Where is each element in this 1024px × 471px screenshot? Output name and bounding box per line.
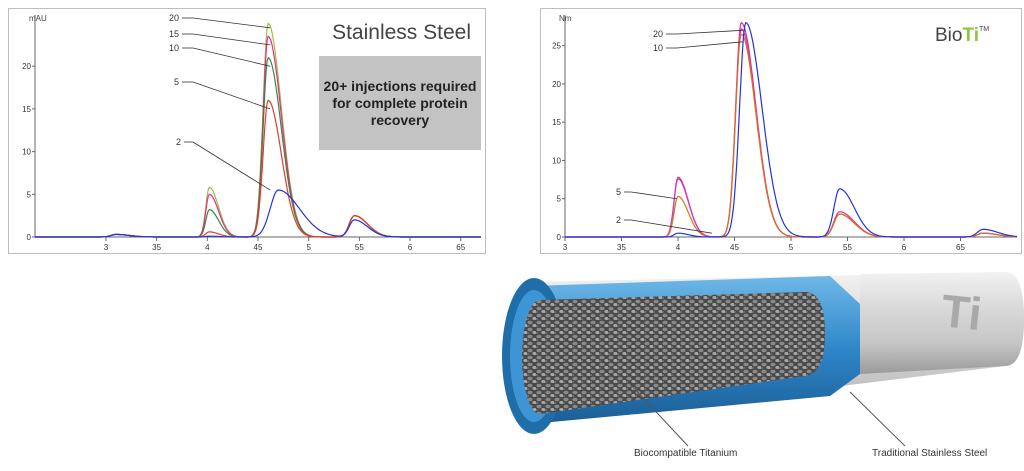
steel-label: Traditional Stainless Steel <box>872 448 987 459</box>
titanium-leader-line <box>629 383 689 447</box>
injection-label: 10 <box>169 43 179 53</box>
injection-label: 20 <box>653 29 663 39</box>
series-line-5 <box>565 33 1017 238</box>
y-tick-label: 10 <box>22 148 31 157</box>
stainless-steel-y-unit: mAU <box>29 14 47 23</box>
bioti-injection-labels: 20 10 5 2 <box>616 29 743 234</box>
packed-bed <box>540 292 825 414</box>
stainless-steel-injection-labels: 20 15 10 5 2 <box>169 13 271 191</box>
leader-line <box>192 81 271 110</box>
x-tick-label: 4 <box>676 243 681 252</box>
leader-line <box>192 17 271 29</box>
bioti-title: BioTiTM <box>935 25 989 46</box>
y-tick-label: 20 <box>552 80 561 89</box>
leader-line <box>192 47 271 67</box>
series-line-20 <box>565 21 1017 238</box>
injection-label: 2 <box>176 137 181 147</box>
stainless-steel-series <box>35 22 481 238</box>
y-tick-label: 0 <box>557 233 562 242</box>
bioti-trademark: TM <box>979 26 989 33</box>
x-tick-label: 35 <box>152 243 161 252</box>
x-tick-label: 5 <box>306 243 311 252</box>
leader-line <box>676 29 743 35</box>
injection-label: 20 <box>169 13 179 23</box>
y-tick-label: 25 <box>552 42 561 51</box>
x-tick-label: 55 <box>355 243 364 252</box>
injection-label: 2 <box>616 215 621 225</box>
y-tick-label: 15 <box>22 105 31 114</box>
bioti-series <box>565 21 1018 238</box>
leader-line <box>630 191 677 200</box>
series-line-2 <box>565 21 1018 238</box>
injection-label: 10 <box>653 43 663 53</box>
y-tick-label: 15 <box>552 118 561 127</box>
x-tick-label: 6 <box>902 243 907 252</box>
ti-end-mark: Ti <box>939 284 984 340</box>
leader-line <box>676 41 743 49</box>
bioti-y-unit: Nm <box>559 14 572 23</box>
x-tick-label: 35 <box>617 243 626 252</box>
x-tick-label: 6 <box>408 243 413 252</box>
x-tick-label: 45 <box>254 243 263 252</box>
injection-label: 15 <box>169 29 179 39</box>
steel-leader-line <box>849 391 906 447</box>
series-line-10 <box>565 28 1017 238</box>
bioti-title-main: Bio <box>935 25 962 46</box>
y-tick-label: 5 <box>27 190 32 199</box>
x-tick-label: 65 <box>956 243 965 252</box>
column-cutaway-illustration: Ti Biocompatible Titanium Traditional St… <box>500 264 1024 466</box>
injection-label: 5 <box>174 77 179 87</box>
y-tick-label: 10 <box>552 156 561 165</box>
x-tick-label: 55 <box>843 243 852 252</box>
leader-line <box>630 219 712 234</box>
y-tick-label: 5 <box>557 195 562 204</box>
series-line-2 <box>35 189 481 238</box>
x-tick-label: 5 <box>789 243 794 252</box>
bioti-chart: 3 35 4 45 5 55 6 65 0 5 10 15 20 25 20 10 5 2 Nm BioTiTM <box>540 8 1022 254</box>
y-tick-label: 0 <box>27 233 32 242</box>
x-tick-label: 3 <box>563 243 568 252</box>
leader-line <box>192 33 271 46</box>
stainless-steel-chart: 3 35 4 45 5 55 6 65 0 5 10 15 20 20 15 10 5 2 mAU Stainl… <box>8 8 486 254</box>
recovery-callout: 20+ injections required for complete pro… <box>319 56 481 150</box>
x-tick-label: 4 <box>205 243 210 252</box>
titanium-label: Biocompatible Titanium <box>634 448 737 459</box>
stainless-steel-title: Stainless Steel <box>332 21 471 44</box>
y-tick-label: 20 <box>22 62 31 71</box>
injection-label: 5 <box>616 187 621 197</box>
x-tick-label: 65 <box>456 243 465 252</box>
leader-line <box>192 141 271 191</box>
bioti-title-accent: Ti <box>962 25 979 46</box>
column-cutaway-svg: Ti Biocompatible Titanium Traditional St… <box>502 272 1024 459</box>
x-tick-label: 45 <box>730 243 739 252</box>
x-tick-label: 3 <box>104 243 109 252</box>
